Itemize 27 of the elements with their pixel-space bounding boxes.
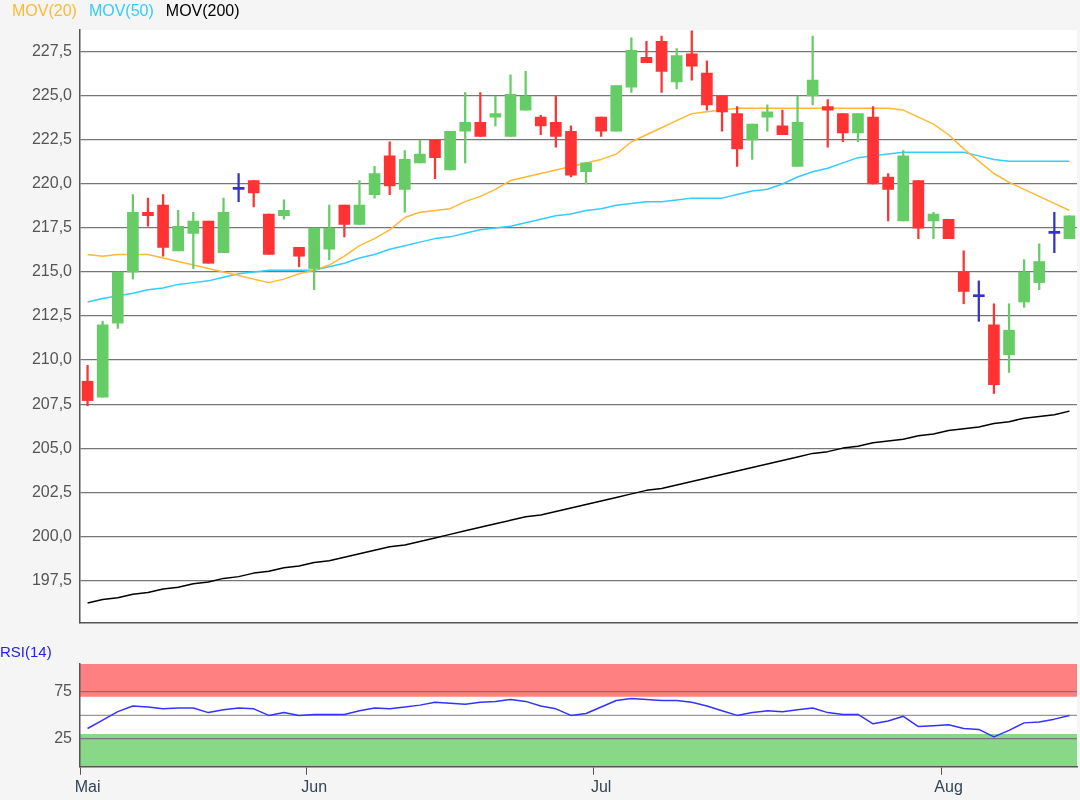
candlestick — [202, 220, 215, 264]
y-tick-label: 75 — [54, 682, 73, 700]
x-tick-label: Mai — [74, 777, 101, 795]
y-tick-label: 217,5 — [31, 218, 73, 236]
x-tick-label: Jul — [590, 777, 612, 795]
text: MOV(20) — [12, 2, 77, 20]
y-tick-label: 225,0 — [31, 86, 73, 104]
y-tick-label: 215,0 — [31, 262, 73, 280]
y-tick-label: 220,0 — [31, 174, 73, 192]
y-tick-label: 200,0 — [31, 526, 73, 544]
y-tick-label: 212,5 — [31, 306, 73, 324]
y-tick-label: 25 — [54, 729, 73, 747]
y-tick-label: 227,5 — [31, 42, 73, 60]
text: MOV(200) — [165, 2, 240, 20]
candlestick — [1063, 215, 1076, 239]
x-tick-label: Aug — [934, 777, 963, 795]
candlestick — [610, 85, 623, 132]
y-tick-label: 210,0 — [31, 350, 73, 368]
y-tick-label: 205,0 — [31, 438, 73, 456]
text: MOV(50) — [88, 2, 154, 20]
y-tick-label: 207,5 — [31, 394, 73, 412]
y-tick-label: 202,5 — [31, 482, 73, 500]
y-tick-label: 197,5 — [31, 570, 73, 588]
x-tick-label: Jun — [301, 777, 328, 795]
chart-title: RSI(14) — [0, 643, 52, 661]
candlestick — [942, 218, 955, 239]
y-tick-label: 222,5 — [31, 130, 73, 148]
